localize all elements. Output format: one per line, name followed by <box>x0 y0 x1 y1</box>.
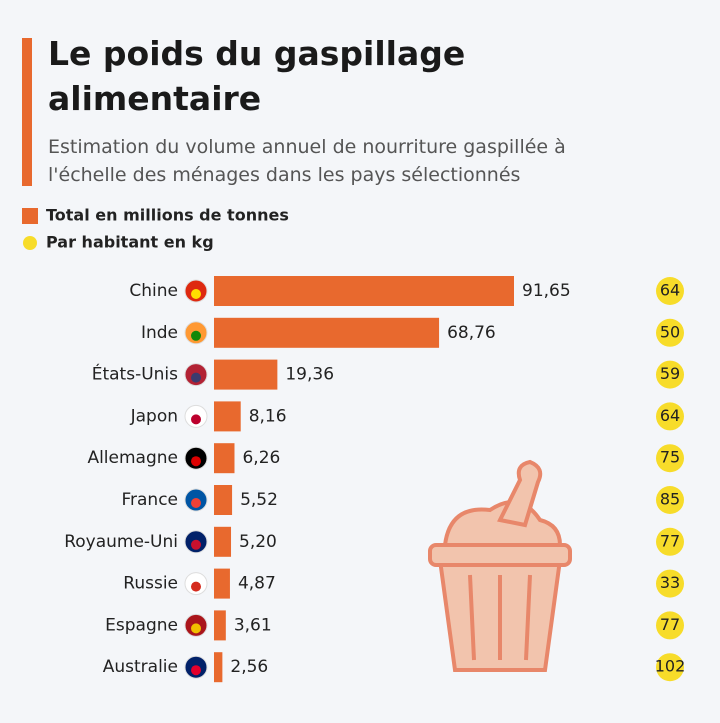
legend-swatch <box>23 236 37 250</box>
flag-icon <box>191 623 201 634</box>
title-accent <box>22 38 32 186</box>
category-label: Russie <box>123 574 178 594</box>
flag-icon <box>191 456 201 467</box>
per-capita-label: 102 <box>655 657 686 676</box>
per-capita-dot <box>656 486 684 514</box>
value-label: 91,65 <box>522 281 571 301</box>
bar <box>214 317 440 348</box>
bar <box>214 568 230 599</box>
legend-label: Par habitant en kg <box>46 233 214 252</box>
category-label: Allemagne <box>87 448 178 468</box>
per-capita-dot <box>656 444 684 473</box>
category-label: Australie <box>103 657 178 677</box>
value-label: 68,76 <box>447 323 496 343</box>
value-label: 6,26 <box>242 448 280 468</box>
value-label: 8,16 <box>249 406 287 426</box>
flag-icon <box>191 665 201 676</box>
per-capita-dot <box>656 318 684 347</box>
category-label: Inde <box>141 323 178 343</box>
per-capita-label: 77 <box>660 615 680 634</box>
value-label: 2,56 <box>230 657 268 677</box>
value-label: 5,52 <box>240 490 278 510</box>
bar <box>214 443 235 474</box>
bar <box>214 652 223 683</box>
flag-icon <box>191 289 201 299</box>
legend-label: Total en millions de tonnes <box>46 206 289 225</box>
bar <box>214 485 233 515</box>
bar <box>214 276 514 306</box>
per-capita-dot <box>656 653 684 682</box>
per-capita-label: 77 <box>660 531 680 550</box>
per-capita-label: 33 <box>660 573 680 592</box>
flag-icon <box>191 372 201 383</box>
value-label: 19,36 <box>285 365 334 385</box>
per-capita-dot <box>656 611 684 640</box>
flag-icon <box>191 581 201 592</box>
legend-swatch <box>22 208 38 224</box>
flag-icon <box>191 539 201 550</box>
per-capita-dot <box>656 277 684 305</box>
bar <box>214 610 226 641</box>
per-capita-label: 64 <box>660 406 680 425</box>
flag-icon <box>191 498 201 508</box>
per-capita-label: 85 <box>660 490 680 509</box>
per-capita-dot <box>656 360 684 389</box>
value-label: 4,87 <box>238 574 276 594</box>
value-label: 3,61 <box>234 615 272 635</box>
category-label: États-Unis <box>92 363 178 385</box>
flag-icon <box>191 414 201 425</box>
flag-icon <box>191 330 201 341</box>
trash-illustration <box>428 459 572 672</box>
chart-title: Le poids du gaspillage alimentaire <box>48 34 465 118</box>
per-capita-dot <box>656 402 684 431</box>
category-label: Espagne <box>105 615 178 635</box>
value-label: 5,20 <box>239 532 277 552</box>
category-label: Japon <box>130 406 178 426</box>
per-capita-label: 50 <box>660 322 680 341</box>
bar <box>214 401 241 432</box>
category-label: France <box>121 490 178 510</box>
per-capita-label: 75 <box>660 448 680 467</box>
chart-subtitle: Estimation du volume annuel de nourritur… <box>48 136 566 186</box>
per-capita-dot <box>656 527 684 556</box>
category-label: Chine <box>129 281 178 301</box>
bar <box>214 526 232 557</box>
per-capita-label: 59 <box>660 364 680 383</box>
category-label: Royaume-Uni <box>64 532 178 552</box>
per-capita-label: 64 <box>660 281 680 300</box>
bar <box>214 359 278 390</box>
per-capita-dot <box>656 569 684 598</box>
